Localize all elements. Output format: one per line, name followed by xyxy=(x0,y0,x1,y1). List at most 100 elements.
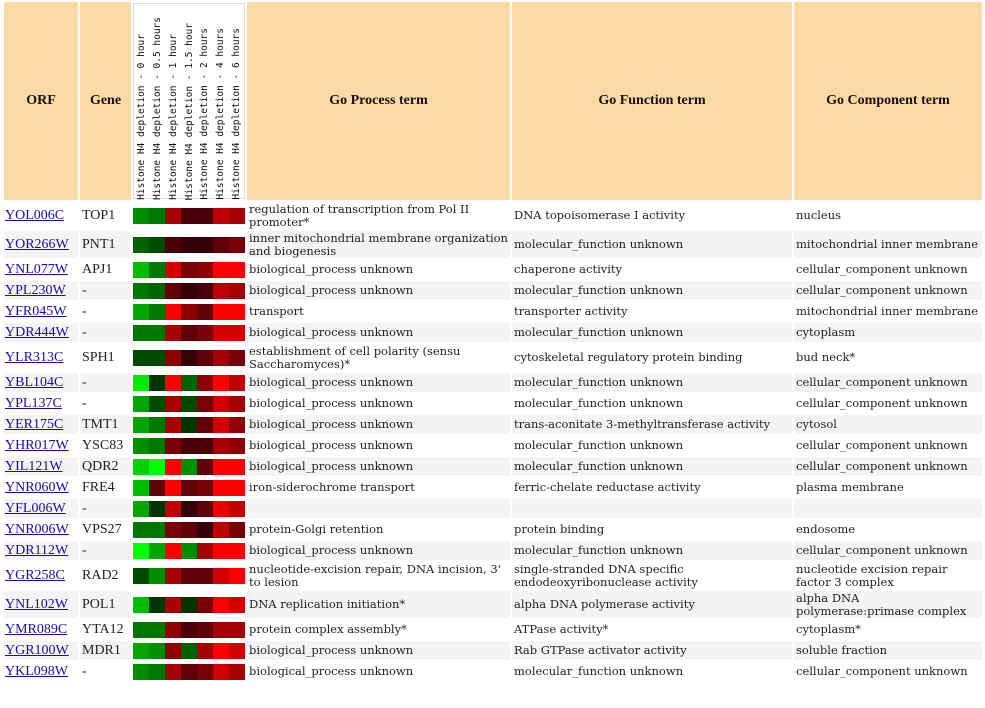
heatmap-row xyxy=(133,500,245,517)
heatmap-square xyxy=(181,663,197,680)
component-cell: cytosol xyxy=(794,415,982,434)
orf-link[interactable]: YGR100W xyxy=(5,643,69,658)
heatmap-cell xyxy=(133,662,245,681)
heatmap-square xyxy=(149,282,165,299)
orf-link[interactable]: YPL137C xyxy=(5,396,62,411)
heatmap-row xyxy=(133,458,245,475)
gene-header[interactable]: Gene xyxy=(80,2,131,200)
condition-headers: Histone H4 depletion - 0 hour Histone H4 … xyxy=(133,2,245,200)
condition-label[interactable]: Histone H4 depletion - 4 hours xyxy=(213,4,229,200)
orf-link[interactable]: YLR313C xyxy=(5,350,64,365)
process-cell: nucleotide-excision repair, DNA incision… xyxy=(249,561,501,589)
component-cell: cellular_component unknown xyxy=(794,541,982,560)
heatmap-square xyxy=(133,596,149,613)
heatmap-square xyxy=(149,324,165,341)
orf-link[interactable]: YDR112W xyxy=(5,543,69,558)
gene-cell: - xyxy=(82,396,87,411)
process-cell: DNA replication initiation* xyxy=(247,591,510,618)
condition-label[interactable]: Histone H4 depletion - 0 hour xyxy=(134,4,150,200)
orf-link[interactable]: YNL102W xyxy=(5,597,68,612)
table-row: YER175C TMT1 biological_process unknown tra… xyxy=(4,415,982,434)
orf-cell: YOL006C xyxy=(4,202,78,229)
heatmap-square xyxy=(181,349,197,366)
orf-link[interactable]: YBL104C xyxy=(5,375,64,390)
orf-link[interactable]: YDR444W xyxy=(5,325,69,340)
heatmap-square xyxy=(229,207,245,224)
table-body: YOL006C TOP1 regulation of transcription f… xyxy=(4,202,982,681)
orf-link[interactable]: YOL006C xyxy=(5,208,65,223)
heatmap-square xyxy=(149,261,165,278)
orf-cell: YNL077W xyxy=(4,260,78,279)
heatmap-square xyxy=(149,479,165,496)
condition-label[interactable]: Histone H4 depletion - 0.5 hours xyxy=(150,4,166,200)
process-header[interactable]: Go Process term xyxy=(247,2,510,200)
heatmap-square xyxy=(133,324,149,341)
orf-cell: YFL006W xyxy=(4,499,78,518)
heatmap-square xyxy=(165,395,181,412)
orf-link[interactable]: YIL121W xyxy=(5,459,63,474)
orf-link[interactable]: YFL006W xyxy=(5,501,66,516)
process-cell: inner mitochondrial membrane organizatio… xyxy=(247,231,510,258)
function-cell: transporter activity xyxy=(514,304,628,318)
heatmap-cell xyxy=(133,260,245,279)
heatmap-square xyxy=(181,542,197,559)
heatmap-square xyxy=(197,395,213,412)
orf-link[interactable]: YER175C xyxy=(5,417,64,432)
orf-link[interactable]: YOR266W xyxy=(5,237,69,252)
component-cell: endosome xyxy=(796,522,856,536)
component-cell: cellular_component unknown xyxy=(794,373,982,392)
table-row: YNR060W FRE4 iron-siderochrome transport fe… xyxy=(4,478,982,497)
condition-label-text: Histone H4 depletion - 2 hours xyxy=(199,28,211,200)
process-cell: transport xyxy=(249,304,304,318)
function-cell: molecular_function unknown xyxy=(512,457,792,476)
heatmap-square xyxy=(197,500,213,517)
gene-cell: - xyxy=(80,373,131,392)
orf-header[interactable]: ORF xyxy=(4,2,78,200)
orf-link[interactable]: YKL098W xyxy=(5,664,68,679)
function-cell: DNA topoisomerase I activity xyxy=(514,208,686,222)
heatmap-row xyxy=(133,567,245,584)
heatmap-row xyxy=(133,596,245,613)
heatmap-square xyxy=(181,437,197,454)
orf-link[interactable]: YMR089C xyxy=(5,622,68,637)
orf-link[interactable]: YNR060W xyxy=(5,480,69,495)
heatmap-cell xyxy=(133,541,245,560)
orf-link[interactable]: YNL077W xyxy=(5,262,68,277)
process-cell: regulation of transcription from Pol II … xyxy=(249,201,470,229)
heatmap-square xyxy=(213,303,229,320)
condition-label[interactable]: Histone H4 depletion - 1.5 hour xyxy=(181,4,197,200)
heatmap-row xyxy=(133,395,245,412)
heatmap-square xyxy=(197,521,213,538)
heatmap-square xyxy=(133,542,149,559)
heatmap-square xyxy=(229,437,245,454)
heatmap-cell xyxy=(133,478,245,497)
condition-label[interactable]: Histone H4 depletion - 1 hour xyxy=(165,4,181,200)
heatmap-square xyxy=(229,621,245,638)
orf-link[interactable]: YHR017W xyxy=(5,438,69,453)
heatmap-square xyxy=(165,349,181,366)
heatmap-square xyxy=(133,437,149,454)
heatmap-square xyxy=(229,642,245,659)
heatmap-square xyxy=(197,621,213,638)
function-cell: ATPase activity* xyxy=(514,622,609,636)
gene-cell: VPS27 xyxy=(82,522,122,537)
heatmap-square xyxy=(229,521,245,538)
condition-label[interactable]: Histone H4 depletion - 2 hours xyxy=(197,4,213,200)
heatmap-row xyxy=(133,349,245,366)
table-row: YIL121W QDR2 biological_process unknown mol… xyxy=(4,457,982,476)
orf-link[interactable]: YFR045W xyxy=(5,304,67,319)
orf-link[interactable]: YPL230W xyxy=(5,283,66,298)
process-cell xyxy=(247,499,510,518)
orf-link[interactable]: YGR258C xyxy=(5,568,65,583)
function-header[interactable]: Go Function term xyxy=(512,2,792,200)
component-header[interactable]: Go Component term xyxy=(794,2,982,200)
heatmap-row xyxy=(133,479,245,496)
heatmap-square xyxy=(229,479,245,496)
heatmap-square xyxy=(229,395,245,412)
orf-cell: YPL230W xyxy=(4,281,78,300)
heatmap-square xyxy=(181,479,197,496)
condition-label[interactable]: Histone H4 depletion - 6 hours xyxy=(228,4,244,200)
orf-link[interactable]: YNR006W xyxy=(5,522,69,537)
table-row: YGR258C RAD2 nucleotide-excision repair, D… xyxy=(4,562,982,589)
heatmap-square xyxy=(133,663,149,680)
